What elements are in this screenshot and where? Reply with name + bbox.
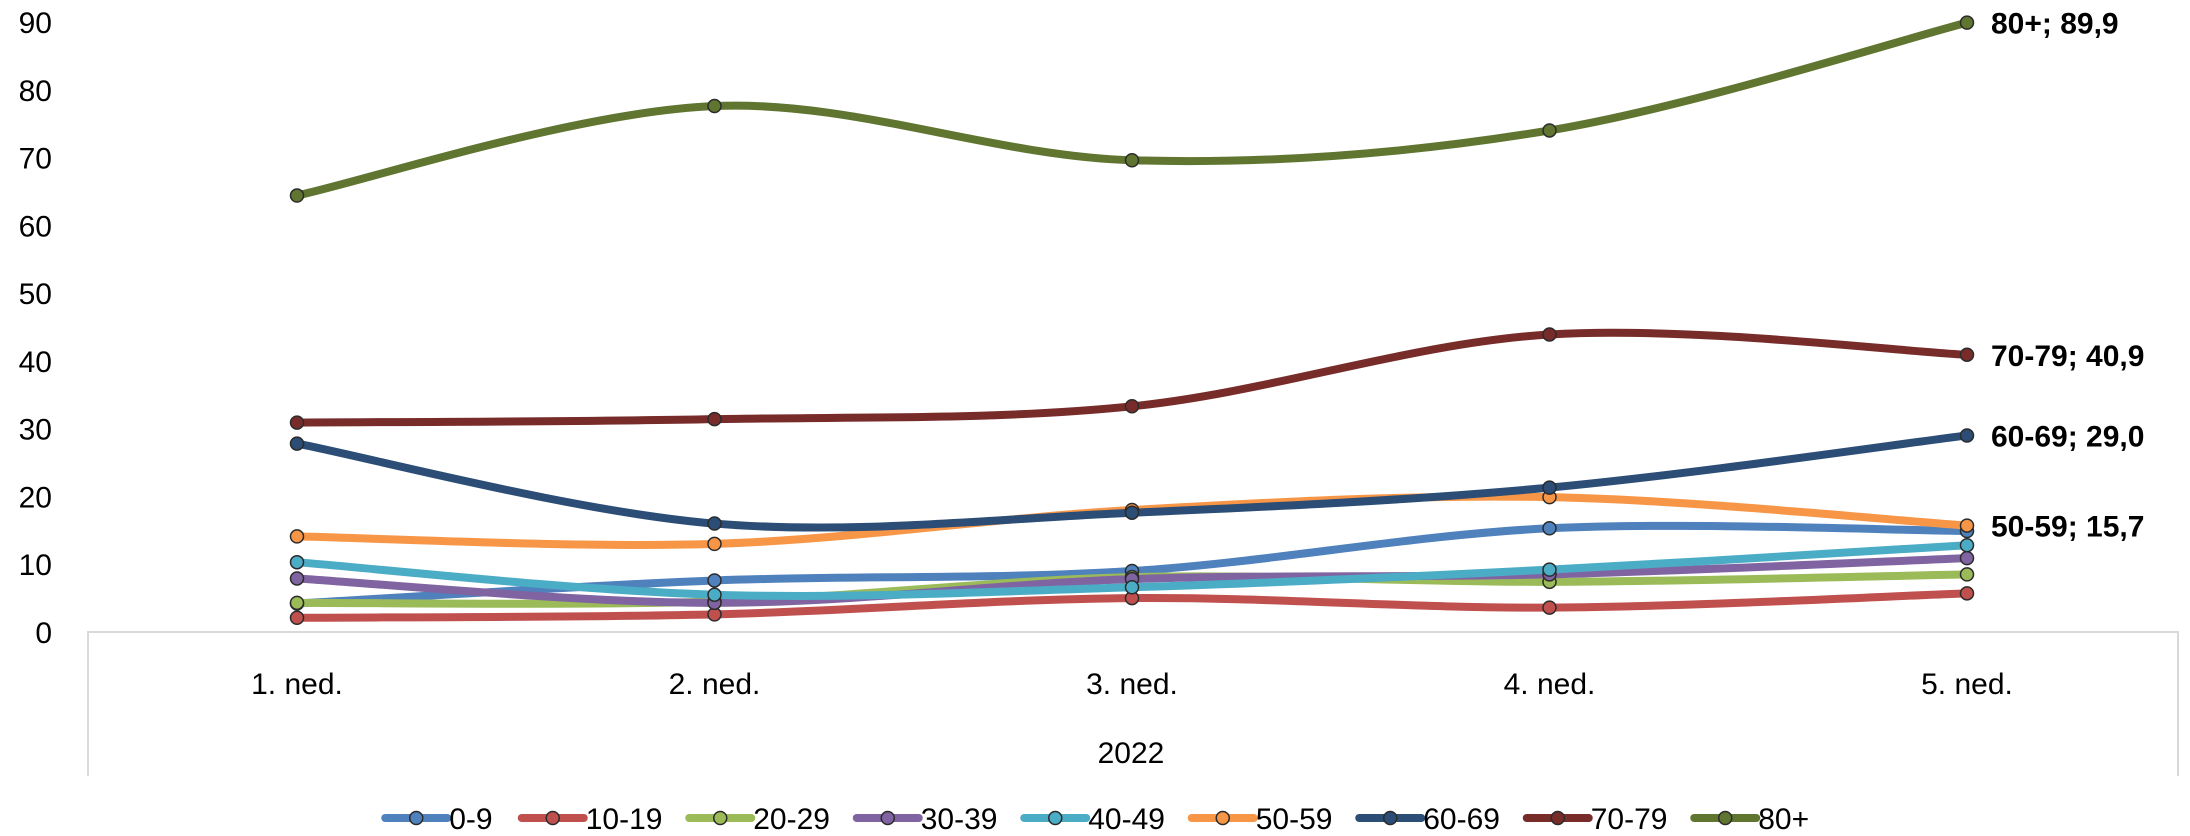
legend-marker-swatch	[1550, 810, 1565, 826]
data-point	[1542, 600, 1557, 615]
data-point	[289, 554, 305, 570]
x-axis-group-label: 2022	[1098, 737, 1165, 770]
data-point	[1542, 480, 1557, 495]
legend-marker-swatch	[1215, 810, 1230, 826]
end-label: 60-69; 29,0	[1991, 420, 2144, 453]
end-label: 80+; 89,9	[1991, 8, 2119, 41]
legend-label: 60-69	[1423, 803, 1500, 836]
legend-label: 50-59	[1256, 803, 1333, 836]
series-markers-10-19	[289, 586, 1975, 626]
legend-item-70-79: 70-79	[1522, 803, 1668, 836]
data-point	[707, 587, 722, 602]
series-markers-80+	[289, 15, 1975, 203]
legend-marker-swatch	[1718, 810, 1733, 826]
data-point	[1124, 505, 1140, 520]
category-axis-frame	[87, 631, 2179, 776]
x-tick-label: 3. ned.	[1086, 668, 1178, 701]
data-point	[289, 415, 305, 430]
series-80+	[293, 18, 1971, 200]
legend-item-30-39: 30-39	[852, 803, 998, 836]
series-markers-70-79	[289, 327, 1975, 430]
data-point	[1959, 586, 1975, 601]
data-point	[707, 98, 722, 114]
y-tick-label: 20	[19, 481, 52, 514]
y-tick-label: 50	[19, 278, 52, 311]
end-labels: 80+; 89,9 70-79; 40,9 60-69; 29,0 50-59; 15…	[1991, 8, 2144, 544]
end-label: 50-59; 15,7	[1991, 511, 2144, 544]
data-point	[1959, 428, 1975, 443]
data-point	[1959, 567, 1975, 582]
y-tick-label: 70	[19, 143, 52, 176]
data-point	[1959, 518, 1975, 533]
data-point	[1124, 399, 1140, 414]
data-point	[707, 573, 722, 588]
data-point	[1959, 15, 1975, 30]
data-point	[1959, 537, 1975, 553]
data-point	[1124, 580, 1140, 595]
legend-marker-swatch	[880, 810, 895, 826]
legend-item-40-49: 40-49	[1020, 803, 1165, 836]
data-point	[707, 516, 722, 531]
data-point	[1124, 153, 1140, 168]
legend-label: 70-79	[1591, 803, 1668, 836]
x-tick-label: 4. ned.	[1504, 668, 1596, 701]
legend: 0-9 10-19 20-29 30-39 40-49 50-59 60-69 70-79 80…	[381, 803, 1809, 836]
legend-item-10-19: 10-19	[517, 803, 663, 836]
data-point	[707, 411, 722, 427]
data-point	[289, 571, 305, 586]
data-point	[289, 595, 305, 611]
y-tick-label: 40	[19, 346, 52, 379]
series-line	[293, 18, 1971, 200]
y-tick-label: 0	[35, 617, 52, 650]
data-point	[1542, 521, 1557, 536]
axis-frame	[87, 631, 2179, 776]
y-tick-label: 30	[19, 414, 52, 447]
legend-marker-swatch	[1048, 810, 1063, 826]
series-markers-40-49	[289, 537, 1975, 602]
data-point	[289, 529, 305, 544]
y-tick-label: 10	[19, 549, 52, 582]
data-point	[707, 536, 722, 552]
data-point	[289, 610, 305, 626]
data-point	[1542, 327, 1557, 342]
legend-label: 40-49	[1088, 803, 1165, 836]
legend-marker-swatch	[713, 810, 728, 826]
data-point	[1959, 550, 1975, 566]
data-point	[289, 436, 305, 451]
x-tick-label: 5. ned.	[1921, 668, 2013, 701]
data-point	[1542, 562, 1557, 577]
y-tick-label: 90	[19, 7, 52, 40]
y-axis-ticks: 0 10 20 30 40 50 60 70 80 90	[19, 7, 52, 650]
y-tick-label: 60	[19, 210, 52, 243]
legend-label: 30-39	[921, 803, 998, 836]
legend-label: 0-9	[449, 803, 492, 836]
y-tick-label: 80	[19, 75, 52, 108]
x-tick-label: 1. ned.	[251, 668, 343, 701]
legend-marker-swatch	[545, 810, 560, 826]
legend-item-20-29: 20-29	[685, 803, 830, 836]
end-label: 70-79; 40,9	[1991, 340, 2144, 373]
x-axis-ticks: 1. ned. 2. ned. 3. ned. 4. ned. 5. ned.	[251, 668, 2013, 701]
legend-item-0-9: 0-9	[381, 803, 493, 836]
series-markers-60-69	[289, 428, 1975, 531]
legend-item-60-69: 60-69	[1355, 803, 1500, 836]
legend-item-50-59: 50-59	[1187, 803, 1333, 836]
legend-marker-swatch	[409, 810, 424, 826]
data-point	[1959, 347, 1975, 363]
legend-item-80+: 80+	[1690, 803, 1809, 836]
legend-marker-swatch	[1383, 810, 1398, 826]
series-lines	[289, 15, 1975, 626]
x-tick-label: 2. ned.	[669, 668, 761, 701]
legend-label: 10-19	[586, 803, 663, 836]
data-point	[289, 188, 305, 203]
legend-label: 20-29	[753, 803, 830, 836]
data-point	[1542, 123, 1557, 138]
legend-label: 80+	[1758, 803, 1809, 836]
